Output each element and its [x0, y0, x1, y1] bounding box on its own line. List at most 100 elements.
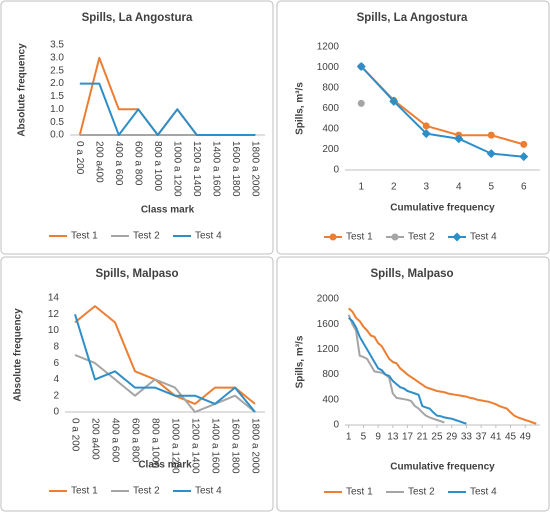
- x-tick-label: 9: [375, 432, 381, 443]
- legend-label: Test 4: [470, 487, 497, 498]
- data-point: [357, 99, 365, 107]
- y-tick-label: 0: [333, 165, 339, 176]
- panel-border: [276, 0, 550, 255]
- y-tick-label: 0: [333, 420, 339, 431]
- panel-border: [0, 256, 274, 512]
- x-axis-title: Cumulative frequency: [390, 203, 495, 214]
- chart-title: Spills, La Angostura: [82, 12, 193, 24]
- data-point: [389, 96, 399, 106]
- y-tick-label: 800: [322, 83, 339, 94]
- panel-border: [276, 256, 550, 512]
- x-tick-label: 13: [387, 432, 399, 443]
- y-axis-title: Absolute frequency: [17, 43, 28, 137]
- series-line: [74, 314, 256, 413]
- data-point: [520, 140, 528, 148]
- x-tick-label: 6: [521, 182, 527, 193]
- y-tick-label: 0.0: [50, 130, 64, 141]
- x-tick-label: 5: [488, 182, 494, 193]
- legend-label: Test 1: [346, 487, 373, 498]
- x-tick-label: 1: [346, 432, 352, 443]
- legend-label: Test 1: [346, 232, 373, 243]
- data-point: [454, 134, 464, 144]
- y-tick-label: 1200: [317, 344, 340, 355]
- x-tick-label: 3: [423, 182, 429, 193]
- x-tick-label: 33: [461, 432, 473, 443]
- y-tick-label: 800: [322, 369, 339, 380]
- legend-marker: [329, 233, 337, 241]
- y-tick-label: 1.0: [50, 104, 64, 115]
- series-line: [348, 307, 537, 425]
- x-tick-label: 41: [490, 432, 502, 443]
- legend-label: Test 1: [71, 231, 98, 242]
- x-tick-label: 400 a 600: [113, 141, 124, 186]
- y-tick-label: 400: [322, 124, 339, 135]
- x-axis-title: Class mark: [141, 205, 195, 216]
- x-tick-label: 1000 a 1200: [172, 141, 183, 197]
- x-tick-label: 800 a 1000: [152, 141, 163, 191]
- x-axis-title: Cumulative frequency: [390, 462, 495, 473]
- x-tick-label: 1000 a 1200: [169, 418, 180, 474]
- x-tick-label: 1200 a 1400: [191, 141, 202, 197]
- y-tick-label: 4: [53, 374, 59, 385]
- x-tick-label: 1800 a 2000: [250, 141, 261, 197]
- x-tick-label: 0 a 200: [74, 141, 85, 175]
- y-tick-label: 14: [48, 293, 60, 304]
- y-tick-label: 0: [53, 407, 59, 418]
- x-tick-label: 1600 a 1800: [229, 418, 240, 474]
- x-tick-label: 25: [431, 432, 443, 443]
- series-line: [74, 305, 256, 405]
- data-point: [421, 129, 431, 139]
- y-tick-label: 2.5: [50, 65, 64, 76]
- legend-marker: [452, 232, 462, 242]
- legend-label: Test 2: [133, 231, 160, 242]
- y-tick-label: 3.0: [50, 52, 64, 63]
- data-point: [486, 149, 496, 159]
- y-tick-label: 2000: [317, 294, 340, 305]
- x-tick-label: 600 a 800: [129, 418, 140, 463]
- x-tick-label: 800 a 1000: [149, 418, 160, 468]
- data-point: [487, 131, 495, 139]
- y-tick-label: 12: [48, 309, 60, 320]
- x-tick-label: 1200 a 1400: [189, 418, 200, 474]
- x-tick-label: 21: [417, 432, 429, 443]
- y-axis-title: Spills, m³/s: [295, 82, 306, 135]
- y-tick-label: 1000: [317, 62, 340, 73]
- legend-label: Test 2: [408, 487, 435, 498]
- y-axis-title: Spills, m³/s: [295, 335, 306, 388]
- x-tick-label: 200 a400: [89, 418, 100, 460]
- series-line: [79, 82, 256, 136]
- legend-label: Test 4: [195, 231, 222, 242]
- legend-label: Test 1: [71, 486, 98, 497]
- series-line: [348, 317, 467, 425]
- y-tick-label: 3.5: [50, 40, 64, 51]
- x-tick-label: 29: [446, 432, 458, 443]
- series-line: [360, 65, 525, 146]
- x-tick-label: 1800 a 2000: [249, 418, 260, 474]
- x-tick-label: 37: [476, 432, 488, 443]
- y-tick-label: 400: [322, 394, 339, 405]
- x-tick-label: 200 a400: [94, 141, 105, 183]
- chart-title: Spills, Malpaso: [370, 268, 453, 280]
- chart-title: Spills, La Angostura: [357, 12, 468, 24]
- y-tick-label: 8: [53, 341, 59, 352]
- x-tick-label: 17: [402, 432, 414, 443]
- data-point: [356, 61, 366, 71]
- legend-label: Test 4: [470, 232, 497, 243]
- y-tick-label: 6: [53, 358, 59, 369]
- series-line: [360, 65, 524, 158]
- legend-marker: [391, 233, 399, 241]
- y-tick-label: 0.5: [50, 117, 64, 128]
- x-tick-label: 4: [456, 182, 462, 193]
- panel-border: [0, 0, 274, 255]
- chart-title: Spills, Malpaso: [95, 268, 178, 280]
- x-tick-label: 1: [358, 182, 364, 193]
- x-tick-label: 45: [505, 432, 517, 443]
- y-axis-title: Absolute frequency: [13, 308, 24, 402]
- x-tick-label: 0 a 200: [69, 418, 80, 452]
- x-tick-label: 1600 a 1800: [230, 141, 241, 197]
- legend-label: Test 2: [133, 486, 160, 497]
- series-line: [347, 314, 445, 424]
- y-tick-label: 10: [48, 325, 60, 336]
